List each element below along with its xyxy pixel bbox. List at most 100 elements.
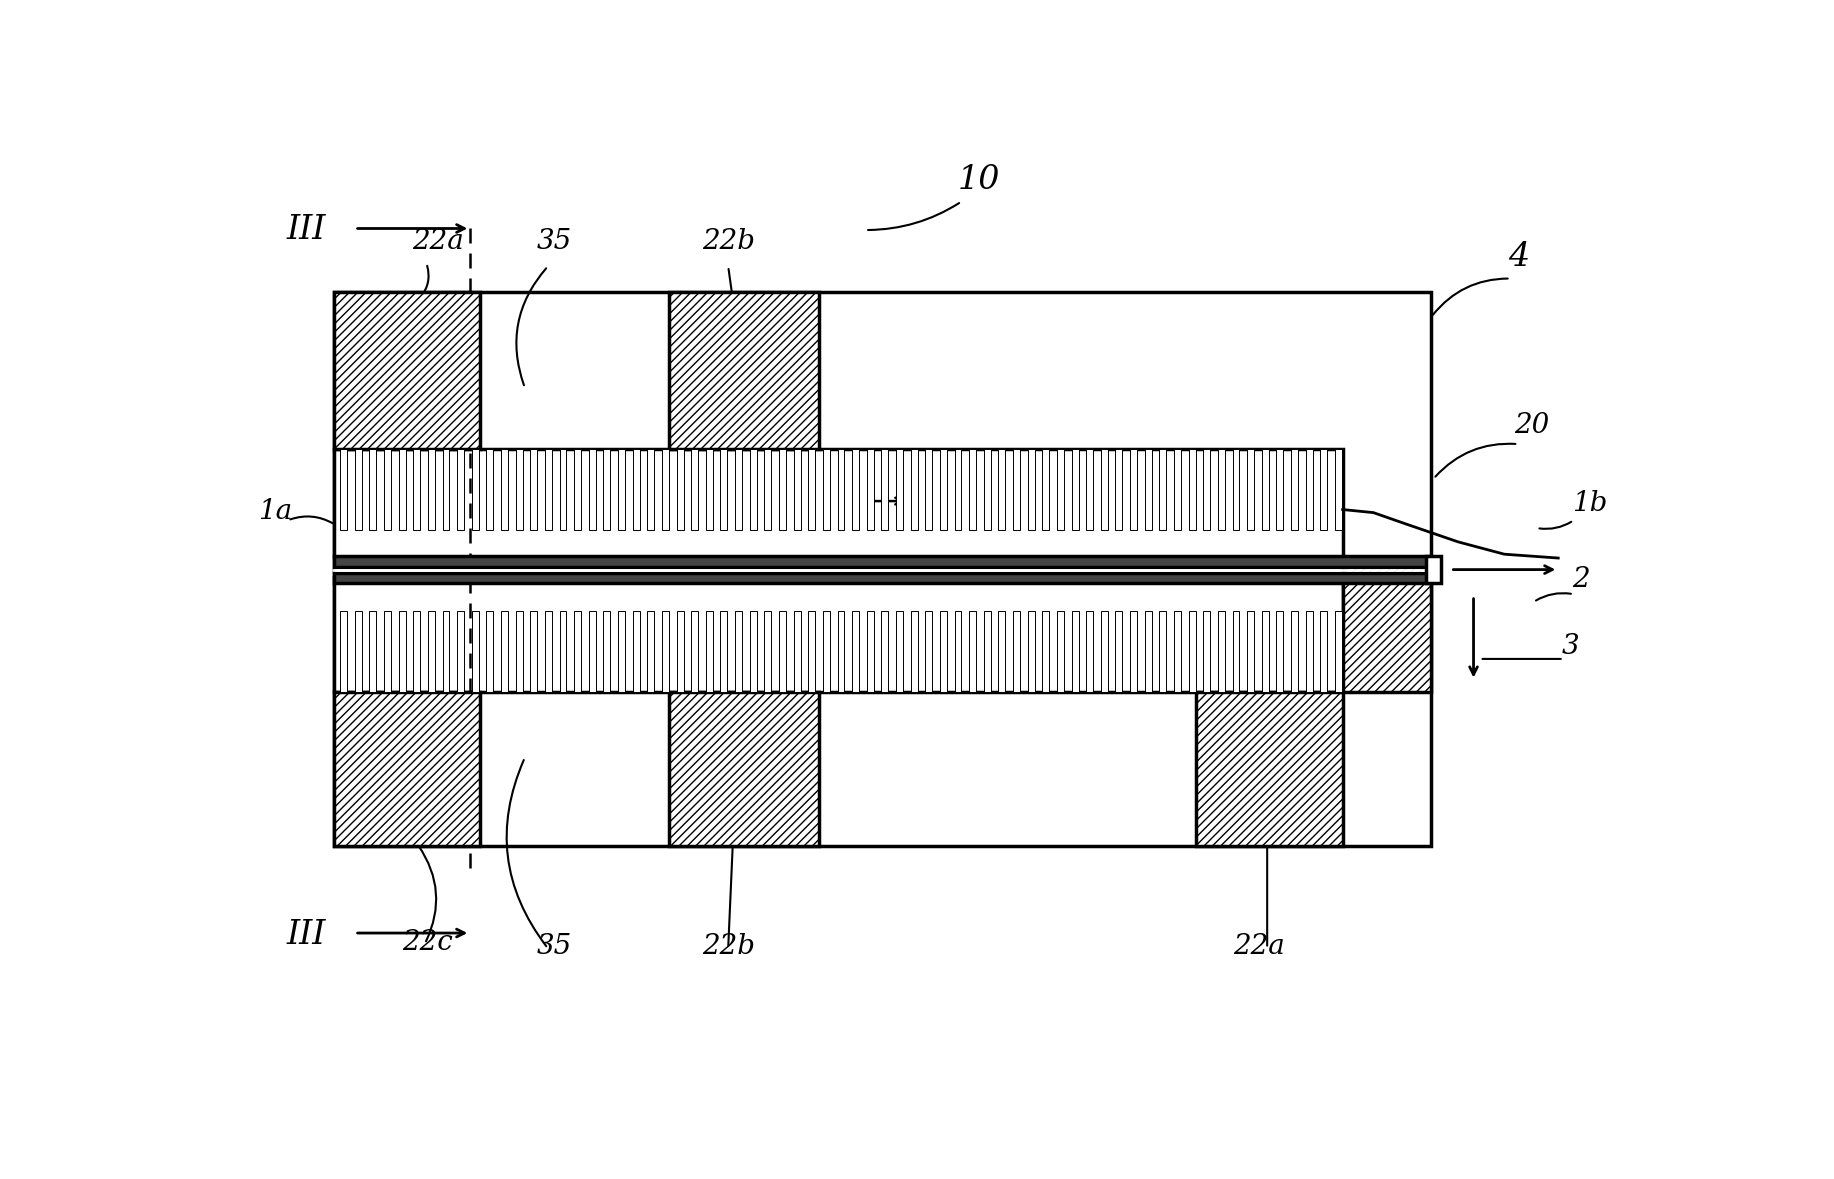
Polygon shape <box>911 611 917 692</box>
Polygon shape <box>706 611 713 692</box>
Polygon shape <box>1320 611 1328 692</box>
Polygon shape <box>677 611 684 692</box>
Polygon shape <box>398 449 405 531</box>
Polygon shape <box>1306 611 1313 692</box>
Polygon shape <box>1159 449 1166 531</box>
Polygon shape <box>1086 449 1093 531</box>
Text: 4: 4 <box>1508 242 1530 274</box>
Polygon shape <box>545 449 552 531</box>
Polygon shape <box>765 449 772 531</box>
Polygon shape <box>530 611 537 692</box>
Polygon shape <box>471 611 479 692</box>
Polygon shape <box>911 449 917 531</box>
Text: III: III <box>286 918 326 950</box>
Polygon shape <box>1144 611 1152 692</box>
Polygon shape <box>339 611 347 692</box>
Polygon shape <box>369 611 376 692</box>
Polygon shape <box>998 449 1005 531</box>
Polygon shape <box>334 555 1431 567</box>
Polygon shape <box>669 692 820 847</box>
Polygon shape <box>1232 611 1240 692</box>
Polygon shape <box>589 449 596 531</box>
Polygon shape <box>853 449 858 531</box>
Polygon shape <box>1425 555 1442 584</box>
Polygon shape <box>515 611 523 692</box>
Polygon shape <box>339 449 347 531</box>
Polygon shape <box>559 611 567 692</box>
Polygon shape <box>983 611 990 692</box>
Polygon shape <box>1188 449 1196 531</box>
Polygon shape <box>1027 611 1034 692</box>
Polygon shape <box>1027 449 1034 531</box>
Polygon shape <box>1218 449 1225 531</box>
Polygon shape <box>383 449 391 531</box>
Polygon shape <box>998 611 1005 692</box>
Text: 22c: 22c <box>402 929 453 956</box>
Polygon shape <box>765 611 772 692</box>
Polygon shape <box>926 449 932 531</box>
Polygon shape <box>867 449 873 531</box>
Polygon shape <box>809 611 814 692</box>
Polygon shape <box>735 611 743 692</box>
Polygon shape <box>334 577 1342 692</box>
Polygon shape <box>1086 611 1093 692</box>
Polygon shape <box>939 449 946 531</box>
Text: 2: 2 <box>1572 566 1590 593</box>
Polygon shape <box>334 291 1431 847</box>
Polygon shape <box>1188 611 1196 692</box>
Polygon shape <box>1071 449 1078 531</box>
Polygon shape <box>574 611 581 692</box>
Polygon shape <box>691 449 699 531</box>
Text: 35: 35 <box>536 933 572 960</box>
Polygon shape <box>501 611 508 692</box>
Polygon shape <box>1335 449 1342 531</box>
Polygon shape <box>1100 449 1108 531</box>
Polygon shape <box>691 611 699 692</box>
Polygon shape <box>442 449 449 531</box>
Polygon shape <box>559 449 567 531</box>
Polygon shape <box>1218 611 1225 692</box>
Polygon shape <box>954 449 961 531</box>
Polygon shape <box>1042 449 1049 531</box>
Polygon shape <box>750 611 757 692</box>
Polygon shape <box>662 611 669 692</box>
Polygon shape <box>334 449 1342 558</box>
Polygon shape <box>779 611 787 692</box>
Polygon shape <box>1276 449 1284 531</box>
Polygon shape <box>1306 449 1313 531</box>
Text: III: III <box>286 215 326 246</box>
Polygon shape <box>1203 449 1210 531</box>
Polygon shape <box>1291 611 1298 692</box>
Polygon shape <box>983 449 990 531</box>
Polygon shape <box>603 611 611 692</box>
Text: 1a: 1a <box>259 498 293 525</box>
Polygon shape <box>1174 449 1181 531</box>
Polygon shape <box>633 611 640 692</box>
Polygon shape <box>618 611 625 692</box>
Polygon shape <box>574 449 581 531</box>
Polygon shape <box>515 449 523 531</box>
Polygon shape <box>794 611 801 692</box>
Polygon shape <box>501 449 508 531</box>
Polygon shape <box>838 611 844 692</box>
Polygon shape <box>354 611 361 692</box>
Polygon shape <box>1071 611 1078 692</box>
Polygon shape <box>809 449 814 531</box>
Polygon shape <box>1276 611 1284 692</box>
Polygon shape <box>354 449 361 531</box>
Polygon shape <box>603 449 611 531</box>
Polygon shape <box>926 611 932 692</box>
Polygon shape <box>1203 611 1210 692</box>
Polygon shape <box>1174 611 1181 692</box>
Polygon shape <box>1320 449 1328 531</box>
Polygon shape <box>457 611 464 692</box>
Polygon shape <box>334 692 481 847</box>
Polygon shape <box>721 611 728 692</box>
Polygon shape <box>968 449 976 531</box>
Polygon shape <box>823 611 829 692</box>
Text: 1b: 1b <box>1572 490 1607 518</box>
Polygon shape <box>383 611 391 692</box>
Text: 10: 10 <box>957 164 1000 196</box>
Polygon shape <box>1056 611 1064 692</box>
Polygon shape <box>486 449 493 531</box>
